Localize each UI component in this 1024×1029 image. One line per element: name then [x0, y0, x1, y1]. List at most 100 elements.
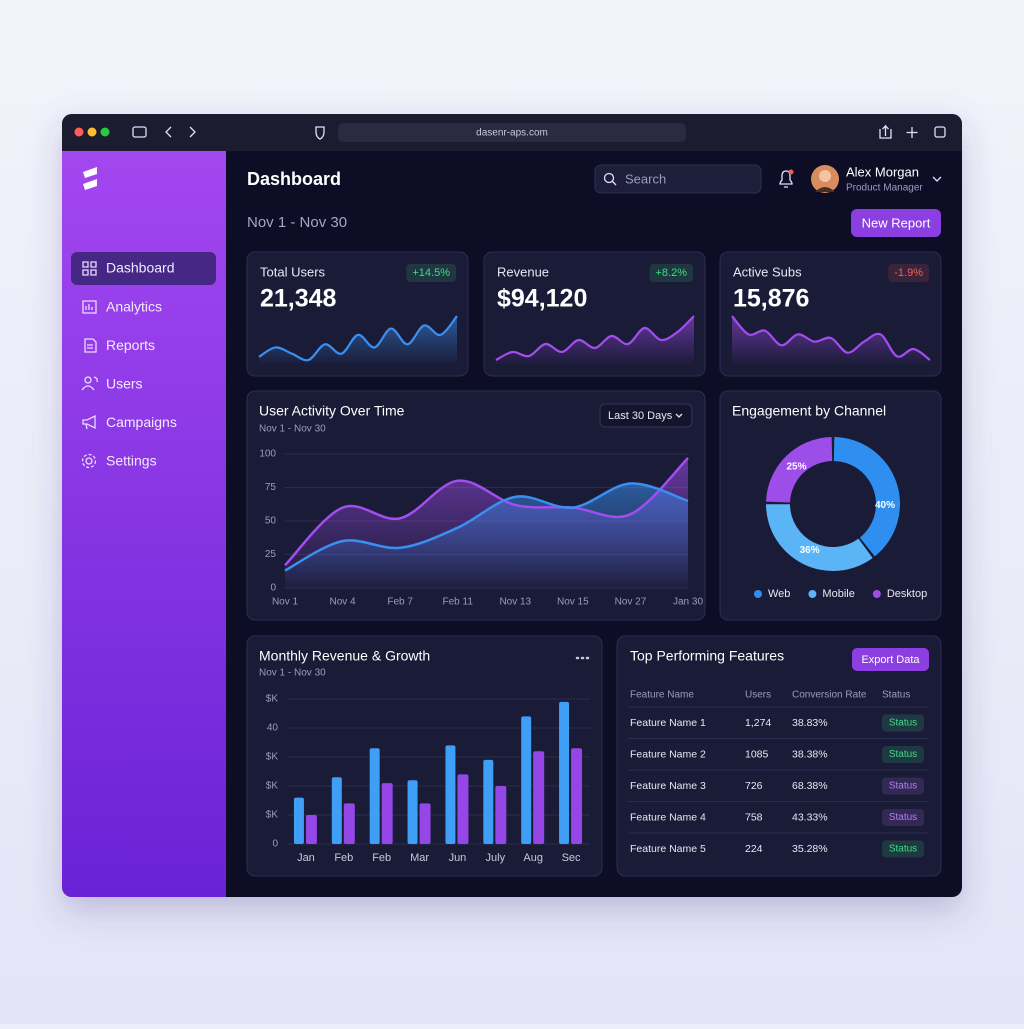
legend-label: Mobile	[822, 588, 854, 600]
x-tick-label: Jan 30	[673, 597, 703, 608]
x-tick-label: Aug	[523, 852, 543, 864]
cell: 758	[745, 811, 763, 823]
donut-segment	[766, 504, 873, 571]
avatar-body	[815, 187, 835, 192]
status-badge	[882, 746, 924, 763]
kpi-label: Active Subs	[733, 264, 802, 279]
range-dropdown[interactable]	[599, 403, 693, 428]
data-label: 25%	[787, 462, 807, 473]
address-bar[interactable]	[338, 123, 686, 142]
data-label: 36%	[800, 545, 820, 556]
nav-item[interactable]: Settings	[106, 453, 157, 469]
cell: 38.83%	[792, 717, 828, 729]
cell: 726	[745, 780, 763, 792]
data-label: 40%	[875, 500, 895, 511]
legend-swatch	[808, 590, 817, 598]
chart-title: Engagement by Channel	[732, 403, 886, 419]
minimize[interactable]	[87, 127, 97, 137]
date-range: Nov 1 - Nov 30	[247, 214, 347, 231]
cell: Feature Name 3	[630, 780, 706, 792]
x-tick-label: Feb 7	[387, 597, 413, 608]
kpi-change-badge	[888, 264, 929, 282]
y-tick-label: $K	[266, 694, 279, 705]
bar	[381, 783, 393, 844]
kpi-label: Revenue	[497, 264, 549, 279]
status-badge	[882, 809, 924, 826]
new-report-button[interactable]	[851, 209, 941, 237]
bar	[445, 745, 456, 844]
new-report-label: New Report	[862, 215, 931, 230]
back[interactable]	[165, 126, 172, 138]
kpi-change: -1.9%	[894, 267, 923, 279]
kpi-value: $94,120	[497, 285, 587, 313]
nav-icons	[81, 261, 98, 469]
column-header: Users	[745, 690, 771, 701]
user-menu[interactable]	[932, 176, 942, 182]
x-tick-label: Nov 13	[499, 597, 531, 608]
notification-dot	[788, 169, 794, 175]
x-tick-label: Nov 15	[557, 597, 589, 608]
line	[284, 482, 689, 572]
y-tick-label: 0	[272, 839, 278, 850]
notifications[interactable]	[779, 170, 793, 188]
chart-subtitle: Nov 1 - Nov 30	[259, 424, 326, 435]
x-tick-label: Sec	[562, 852, 581, 864]
cell: 35.28%	[792, 843, 828, 855]
x-tick-label: Nov 27	[615, 597, 647, 608]
nav-item[interactable]: Campaigns	[106, 414, 177, 430]
new-tab[interactable]	[906, 127, 918, 138]
url: dasenr-aps.com	[476, 128, 548, 139]
sidebar-toggle[interactable]	[132, 126, 147, 138]
bar	[293, 797, 304, 844]
cell: 38.38%	[792, 748, 828, 760]
tabs[interactable]	[934, 126, 946, 138]
table-card	[616, 635, 942, 877]
share[interactable]	[879, 124, 892, 139]
table-title: Top Performing Features	[630, 648, 784, 664]
avatar-face	[819, 170, 831, 182]
logo	[83, 167, 97, 190]
y-tick-label: $K	[266, 752, 279, 763]
bar	[457, 774, 469, 844]
sparkline-area	[732, 316, 930, 364]
maximize[interactable]	[100, 127, 110, 137]
legend-swatch	[754, 590, 762, 598]
search-box[interactable]	[594, 164, 762, 194]
nav-item[interactable]: Users	[106, 376, 143, 392]
status-badge	[882, 777, 924, 795]
bar	[571, 748, 583, 844]
dropdown-arrow	[675, 413, 683, 418]
nav-item[interactable]: Dashboard	[106, 260, 175, 276]
sparkline	[731, 315, 931, 361]
kpi-label: Total Users	[260, 264, 326, 279]
bar	[533, 751, 545, 844]
sparkline-area	[259, 316, 457, 364]
x-tick-label: Mar	[410, 852, 429, 864]
bar	[343, 803, 355, 844]
chart-title: User Activity Over Time	[259, 403, 405, 419]
cell: Feature Name 2	[630, 748, 706, 760]
bar	[331, 777, 342, 844]
y-tick-label: 50	[265, 516, 277, 527]
bar	[407, 780, 418, 844]
x-tick-label: Nov 4	[330, 597, 357, 608]
bar	[305, 815, 317, 844]
status: Status	[889, 844, 917, 855]
export-button[interactable]	[852, 648, 929, 671]
page-title: Dashboard	[247, 169, 341, 189]
forward[interactable]	[189, 126, 196, 138]
kpi-change: +14.5%	[412, 267, 450, 279]
search-placeholder: Search	[625, 171, 666, 186]
bar	[419, 803, 431, 844]
kpi-value: 15,876	[733, 285, 809, 313]
engagement-card	[719, 390, 942, 621]
nav-item[interactable]: Analytics	[106, 298, 162, 314]
legend-label: Desktop	[887, 588, 927, 600]
search-icon	[603, 172, 615, 184]
status: Status	[889, 812, 917, 823]
x-tick-label: Feb	[334, 852, 353, 864]
nav-item[interactable]: Reports	[106, 337, 155, 353]
sparkline	[495, 315, 695, 361]
close[interactable]	[74, 127, 84, 137]
